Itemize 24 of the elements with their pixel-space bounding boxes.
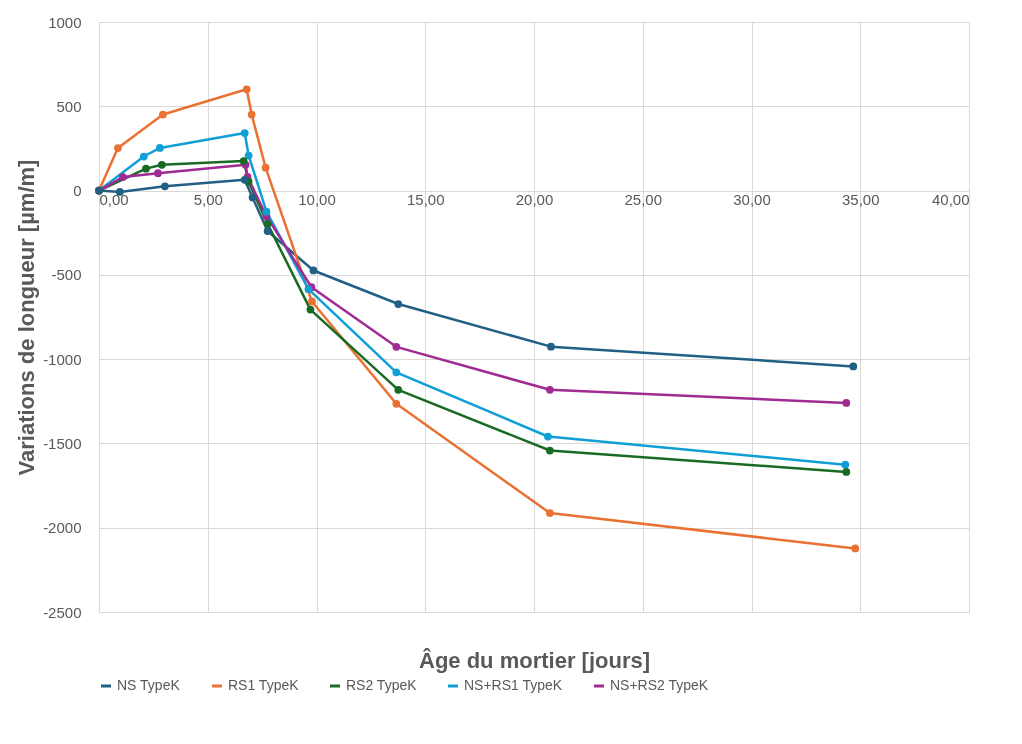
x-axis-title: Âge du mortier [jours] xyxy=(418,647,651,673)
y-tick-label: 0 xyxy=(73,182,82,200)
y-tick-label: -1000 xyxy=(43,350,82,368)
x-tick-label: 5,00 xyxy=(193,191,223,209)
y-tick-label: 1000 xyxy=(48,13,82,31)
legend-label: NS+RS1 TypeK xyxy=(464,677,563,693)
x-tick-label: 0,00 xyxy=(99,191,129,209)
legend-label: NS+RS2 TypeK xyxy=(610,677,709,693)
y-tick-label: -500 xyxy=(51,266,82,284)
y-tick-label: -1500 xyxy=(43,434,82,452)
x-tick-label: 10,00 xyxy=(298,191,336,209)
x-tick-label: 40,00 xyxy=(931,191,970,209)
x-tick-label: 35,00 xyxy=(841,191,880,209)
y-tick-label: -2000 xyxy=(43,519,82,537)
x-tick-label: 25,00 xyxy=(624,191,663,209)
legend-label: NS TypeK xyxy=(117,677,181,693)
legend-label: RS1 TypeK xyxy=(228,677,300,693)
x-tick-label: 30,00 xyxy=(733,191,771,209)
y-axis-title: Variations de longueur [µm/m] xyxy=(14,159,40,476)
legend-label: RS2 TypeK xyxy=(346,677,418,693)
y-tick-label: 500 xyxy=(56,97,82,115)
x-tick-label: 20,00 xyxy=(515,191,554,209)
x-tick-label: 15,00 xyxy=(406,191,445,209)
y-tick-label: -2500 xyxy=(43,603,82,621)
